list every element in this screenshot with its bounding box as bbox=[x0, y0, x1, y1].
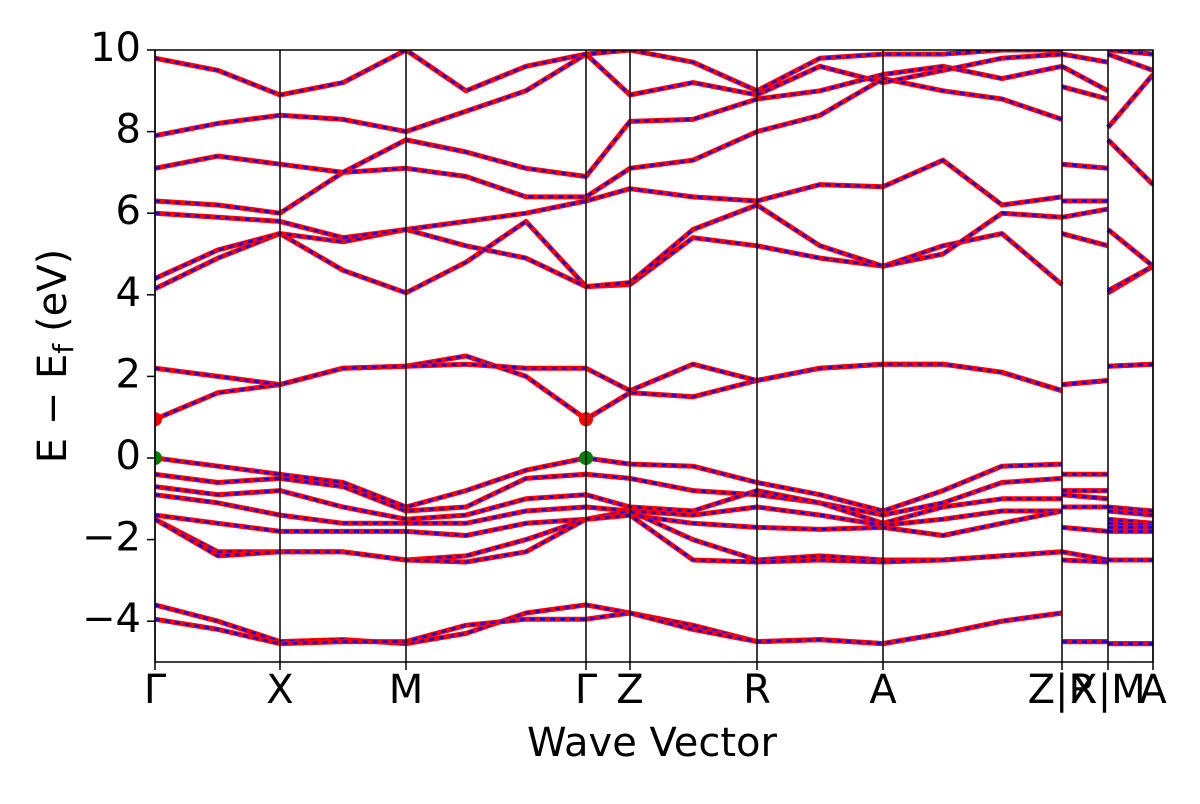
band-line bbox=[155, 218, 1153, 296]
x-tick-label: Γ bbox=[144, 667, 167, 713]
band-line-dashed bbox=[155, 611, 1153, 645]
band-line-dashed bbox=[155, 158, 1153, 268]
band-line-dashed bbox=[155, 354, 1153, 421]
y-tick-label: 6 bbox=[116, 188, 141, 234]
band-line-dashed bbox=[155, 603, 1153, 645]
band-line-dashed bbox=[155, 203, 1153, 292]
band-line-dashed bbox=[155, 65, 1153, 178]
band-line bbox=[155, 51, 1153, 139]
y-tick-label: 2 bbox=[116, 351, 141, 397]
y-tick-label: 4 bbox=[116, 270, 141, 316]
band-extremum bbox=[155, 451, 162, 465]
band-line bbox=[155, 353, 1153, 422]
x-tick-label: Γ bbox=[575, 667, 598, 713]
x-tick-label: A bbox=[869, 667, 897, 713]
y-tick-label: −4 bbox=[82, 596, 141, 642]
x-tick-label: X bbox=[266, 667, 293, 713]
band-line-dashed bbox=[155, 509, 1153, 537]
y-tick-label: −2 bbox=[82, 515, 141, 561]
band-line-dashed bbox=[155, 456, 1153, 513]
y-tick-label: 10 bbox=[90, 25, 141, 71]
band-line-dashed bbox=[155, 473, 1153, 517]
axes-frame bbox=[154, 49, 1154, 663]
x-tick-label: A bbox=[1139, 667, 1167, 713]
x-tick-label: X|M bbox=[1070, 667, 1145, 713]
x-tick-label: M bbox=[389, 667, 424, 713]
y-label-sub: f bbox=[47, 343, 80, 354]
band-line bbox=[155, 602, 1153, 647]
y-label-main: E − E bbox=[30, 354, 76, 464]
y-tick-label: 8 bbox=[116, 107, 141, 153]
band-line-dashed bbox=[155, 50, 1153, 97]
x-tick-label: Z bbox=[616, 667, 643, 713]
x-axis-label: Wave Vector bbox=[527, 720, 778, 766]
y-label-unit: (eV) bbox=[30, 249, 76, 332]
band-line-dashed bbox=[155, 77, 1153, 215]
band-line-dashed bbox=[155, 493, 1153, 527]
band-line bbox=[155, 63, 1153, 179]
band-extremum bbox=[155, 412, 162, 427]
plot-area bbox=[155, 50, 1153, 647]
x-tick-label: R bbox=[743, 667, 771, 713]
y-axis-label: E − Ef (eV) bbox=[30, 249, 80, 464]
y-tick-label: 0 bbox=[116, 433, 141, 479]
band-line-dashed bbox=[155, 485, 1153, 525]
band-line-dashed bbox=[155, 513, 1153, 564]
band-line-dashed bbox=[155, 362, 1153, 393]
band-line-dashed bbox=[155, 52, 1153, 137]
x-tick-label: Z|R bbox=[1028, 667, 1097, 713]
